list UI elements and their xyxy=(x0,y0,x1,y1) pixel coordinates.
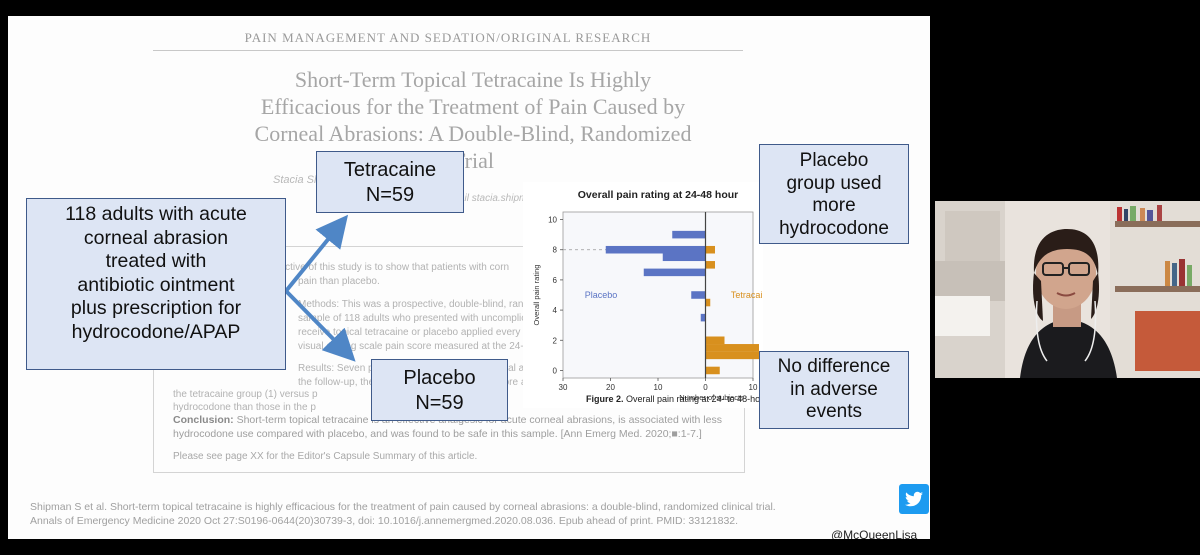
callout-line: antibiotic ointment xyxy=(77,273,235,296)
placebo-bar xyxy=(691,291,706,299)
tetracaine-bar xyxy=(705,351,759,360)
tetracaine-bar xyxy=(705,298,711,307)
placebo-series-label: Placebo xyxy=(585,290,618,300)
presenter-webcam xyxy=(935,201,1200,378)
callout-line: events xyxy=(806,401,862,422)
adverse-events-callout: No difference in adverse events xyxy=(759,351,909,429)
y-axis-title: Overall pain rating xyxy=(532,265,541,326)
paper-title-line: Trial xyxy=(452,148,494,173)
study-population-callout: 118 adults with acute corneal abrasion t… xyxy=(26,198,286,370)
callout-line: plus prescription for xyxy=(70,297,242,319)
tetracaine-bar xyxy=(705,336,725,345)
twitter-bird-icon[interactable] xyxy=(899,484,929,514)
x-tick-label: 10 xyxy=(749,383,758,392)
x-tick-label: 30 xyxy=(559,383,568,392)
presentation-slide: PAIN MANAGEMENT AND SEDATION/ORIGINAL RE… xyxy=(8,16,930,539)
placebo-bar xyxy=(672,230,706,239)
chart-title: Overall pain rating at 24-48 hour xyxy=(578,189,738,201)
y-tick-label: 4 xyxy=(553,306,558,315)
callout-line: N=59 xyxy=(415,392,464,414)
callout-line: more xyxy=(812,195,856,216)
callout-line: Placebo xyxy=(799,150,869,171)
y-tick-label: 2 xyxy=(553,336,558,345)
callout-line: Placebo xyxy=(403,367,476,389)
callout-line: corneal abrasion xyxy=(83,226,229,249)
callout-line: Tetracaine xyxy=(343,159,437,181)
callout-line: No difference xyxy=(777,356,891,377)
y-tick-label: 8 xyxy=(553,246,558,255)
citation: Shipman S et al. Short-term topical tetr… xyxy=(30,501,776,527)
webcam-scene xyxy=(935,201,1200,378)
tetracaine-group-callout: Tetracaine N=59 xyxy=(316,151,464,213)
callout-line: N=59 xyxy=(365,184,415,206)
figure-caption: Figure 2. Overall pain rating at 24- to … xyxy=(586,394,768,404)
paper-title-line: Corneal Abrasions: A Double-Blind, Rando… xyxy=(254,121,692,146)
x-tick-label: 20 xyxy=(606,383,615,392)
x-tick-label: 10 xyxy=(654,383,663,392)
tetracaine-bar xyxy=(705,245,715,254)
abstract-line: sample of 118 adults who presented with … xyxy=(298,313,560,324)
callout-line: in adverse xyxy=(790,378,878,400)
y-tick-label: 10 xyxy=(548,216,557,225)
callout-line: hydrocodone xyxy=(779,217,889,239)
y-tick-label: 6 xyxy=(553,276,558,285)
callout-line: group used xyxy=(786,172,882,194)
hydrocodone-callout: Placebo group used more hydrocodone xyxy=(759,144,909,244)
abstract-line: visual analog scale pain score measured … xyxy=(298,341,573,352)
figure-caption-label: Figure 2. xyxy=(586,394,624,404)
paper-title-line: Short-Term Topical Tetracaine Is Highly xyxy=(294,67,652,92)
abstract-line: receive topical tetracaine or placebo ap… xyxy=(298,327,568,338)
x-axis-title: Number of subjects xyxy=(679,393,744,402)
placebo-bar xyxy=(700,313,706,322)
callout-line: 118 adults with acute xyxy=(65,203,247,225)
journal-header: PAIN MANAGEMENT AND SEDATION/ORIGINAL RE… xyxy=(244,30,652,45)
header-rule xyxy=(153,50,743,51)
capsule-summary-note: Please see page XX for the Editor's Caps… xyxy=(173,451,478,462)
y-tick-label: 0 xyxy=(553,366,558,375)
placebo-bar xyxy=(605,245,706,254)
placebo-group-callout: Placebo N=59 xyxy=(371,359,508,421)
tetracaine-bar xyxy=(705,366,720,375)
conclusion-text: hydrocodone use compared with placebo, a… xyxy=(173,428,702,440)
conclusion-label: Conclusion: xyxy=(173,414,234,426)
abstract-line: pain than placebo. xyxy=(298,276,380,287)
tetracaine-bar xyxy=(705,261,715,269)
figure-caption-text: Overall pain rating at 24- to 48-hour xyxy=(623,394,769,404)
chart-svg: Overall pain rating at 24-48 hour 0 2 4 6 8 10… xyxy=(523,182,772,408)
twitter-handle: @McQueenLisa xyxy=(831,528,918,539)
twitter-bird-glyph xyxy=(905,491,923,507)
placebo-bar xyxy=(643,268,706,277)
pain-rating-chart: Overall pain rating at 24-48 hour 0 2 4 6 8 10… xyxy=(523,182,772,408)
paper-title: Short-Term Topical Tetracaine Is Highly … xyxy=(223,66,723,174)
abstract-line: Methods: This was a prospective, double-… xyxy=(298,299,603,310)
tetracaine-bar xyxy=(705,344,759,352)
x-tick-label: 0 xyxy=(703,383,708,392)
callout-line: hydrocodone/APAP xyxy=(71,320,241,343)
tetracaine-series-label: Tetracaine xyxy=(731,290,763,300)
paper-title-line: Efficacious for the Treatment of Pain Ca… xyxy=(260,94,686,119)
callout-line: treated with xyxy=(105,250,207,272)
placebo-bar xyxy=(662,253,706,262)
